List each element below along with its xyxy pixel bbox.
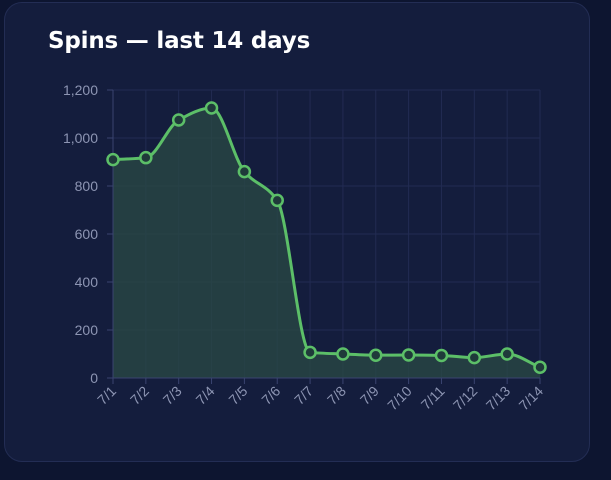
x-tick-label: 7/13 xyxy=(483,383,514,414)
y-tick-label: 0 xyxy=(90,370,98,386)
data-point xyxy=(401,348,416,362)
axes xyxy=(107,89,541,384)
x-tick-label: 7/3 xyxy=(160,383,185,408)
x-tick-label: 7/7 xyxy=(291,383,316,408)
data-point xyxy=(171,113,186,127)
y-tick-label: 800 xyxy=(75,178,99,194)
area-fill xyxy=(113,108,540,378)
data-points xyxy=(106,101,547,374)
data-point xyxy=(139,150,153,165)
data-point xyxy=(303,345,317,360)
y-tick-label: 400 xyxy=(75,274,99,290)
x-tick-label: 7/2 xyxy=(127,383,152,408)
x-tick-labels: 7/1 7/2 7/3 7/4 7/5 7/6 7/7 7/8 7/9 7/10 7/11 7/12 7… xyxy=(94,383,546,414)
data-point xyxy=(369,348,383,362)
data-point xyxy=(533,360,547,374)
x-tick-label: 7/9 xyxy=(357,383,382,408)
y-tick-label: 600 xyxy=(75,226,99,242)
data-point xyxy=(467,350,482,365)
y-tick-labels: 0 200 400 600 800 1,000 1,200 xyxy=(63,82,98,386)
x-tick-label: 7/1 xyxy=(94,383,119,408)
y-tick-label: 1,200 xyxy=(63,82,98,98)
data-point xyxy=(237,164,252,179)
data-point xyxy=(336,347,350,361)
y-tick-label: 200 xyxy=(75,322,99,338)
x-tick-label: 7/5 xyxy=(225,383,250,408)
x-tick-label: 7/4 xyxy=(193,383,218,408)
data-point xyxy=(204,101,219,115)
chart-title: Spins — last 14 days xyxy=(48,28,311,54)
data-point xyxy=(270,193,284,208)
data-point xyxy=(500,347,514,361)
y-tick-label: 1,000 xyxy=(63,130,98,146)
x-tick-label: 7/8 xyxy=(324,383,349,408)
x-tick-label: 7/6 xyxy=(258,383,283,408)
x-tick-label: 7/11 xyxy=(418,383,448,413)
x-tick-label: 7/14 xyxy=(516,383,547,414)
x-tick-label: 7/12 xyxy=(450,383,481,414)
chart-card xyxy=(4,2,590,462)
data-point xyxy=(434,348,449,363)
x-tick-label: 7/10 xyxy=(384,383,415,414)
data-point xyxy=(106,152,120,167)
